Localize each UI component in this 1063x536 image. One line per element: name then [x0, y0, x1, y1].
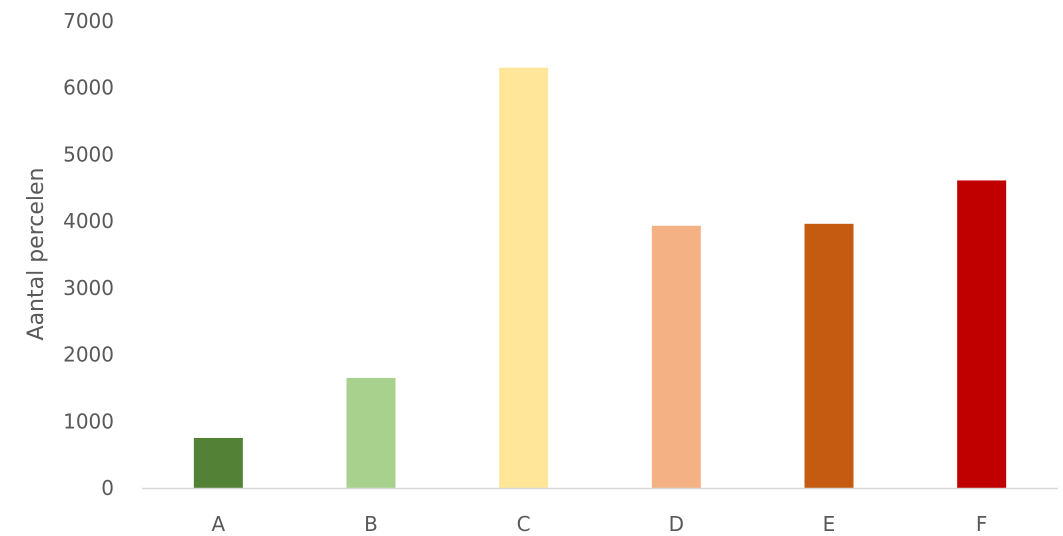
y-tick-label: 4000 [63, 209, 114, 233]
x-tick-label: F [976, 512, 988, 536]
bar-c [499, 67, 549, 488]
x-tick-label: A [211, 512, 225, 536]
bar-e [804, 223, 854, 488]
y-tick-label: 1000 [63, 409, 114, 433]
bar-d [651, 225, 701, 488]
y-tick-label: 5000 [63, 142, 114, 166]
x-tick-label: C [517, 512, 531, 536]
bar-f [957, 180, 1007, 488]
y-tick-label: 2000 [63, 343, 114, 367]
y-tick-label: 0 [101, 476, 114, 500]
bars [193, 67, 1007, 488]
y-tick-label: 3000 [63, 276, 114, 300]
y-axis-ticks: 0 1000 2000 3000 4000 5000 6000 7000 [63, 9, 114, 500]
x-tick-label: D [669, 512, 684, 536]
y-axis-title: Aantal percelen [24, 168, 49, 341]
x-tick-label: B [364, 512, 378, 536]
y-tick-label: 6000 [63, 76, 114, 100]
y-tick-label: 7000 [63, 9, 114, 33]
x-axis-ticks: A B C D E F [211, 512, 987, 536]
x-tick-label: E [823, 512, 836, 536]
bar-b [346, 377, 396, 488]
bar-a [193, 437, 243, 488]
